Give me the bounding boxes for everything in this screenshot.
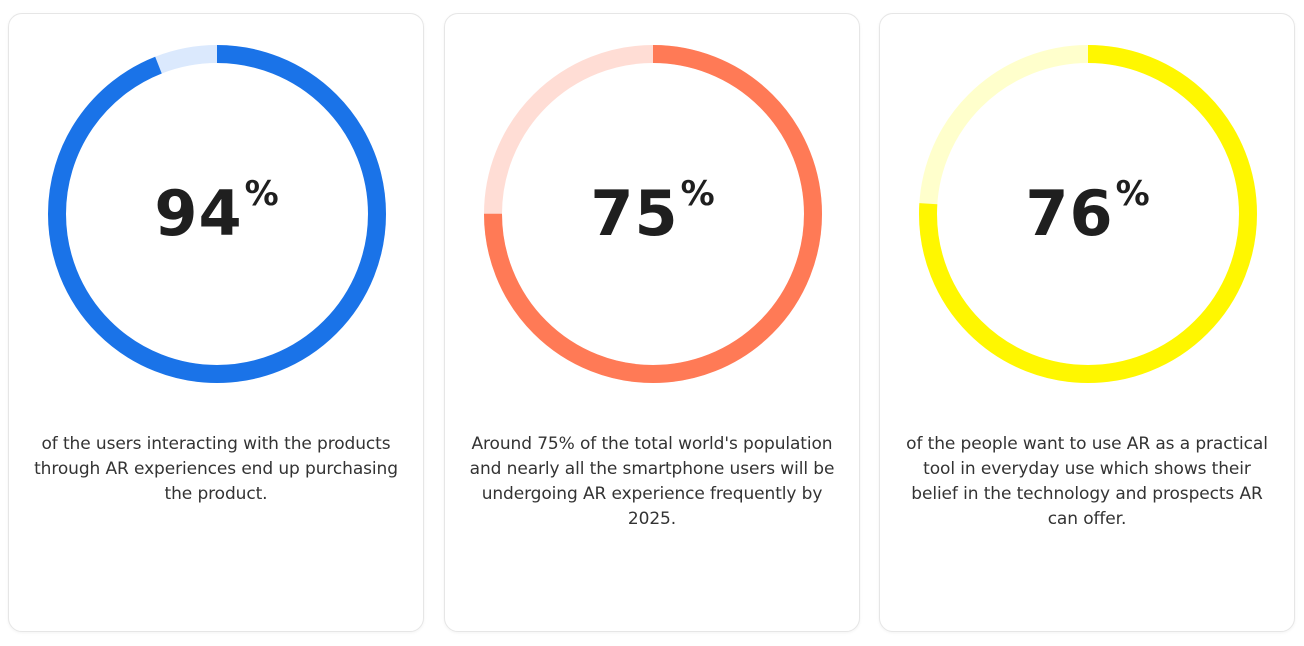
progress-ring-graphic <box>484 45 822 383</box>
progress-ring: 94 % <box>47 44 387 384</box>
progress-ring-fill <box>48 45 386 383</box>
stat-caption: of the people want to use AR as a practi… <box>906 434 1268 529</box>
progress-ring-fill <box>919 45 1257 383</box>
progress-ring: 75 % <box>483 44 823 384</box>
stat-card-purchase: 94 % of the users interacting with the p… <box>8 13 424 632</box>
stat-caption: of the users interacting with the produc… <box>34 434 398 504</box>
progress-ring: 76 % <box>918 44 1258 384</box>
stat-card-population: 75 % Around 75% of the total world's pop… <box>444 13 860 632</box>
stat-card-practical-use: 76 % of the people want to use AR as a p… <box>879 13 1295 632</box>
progress-ring-fill <box>484 45 822 383</box>
progress-ring-graphic <box>48 45 386 383</box>
stat-caption: Around 75% of the total world's populati… <box>469 434 835 529</box>
progress-ring-graphic <box>919 45 1257 383</box>
